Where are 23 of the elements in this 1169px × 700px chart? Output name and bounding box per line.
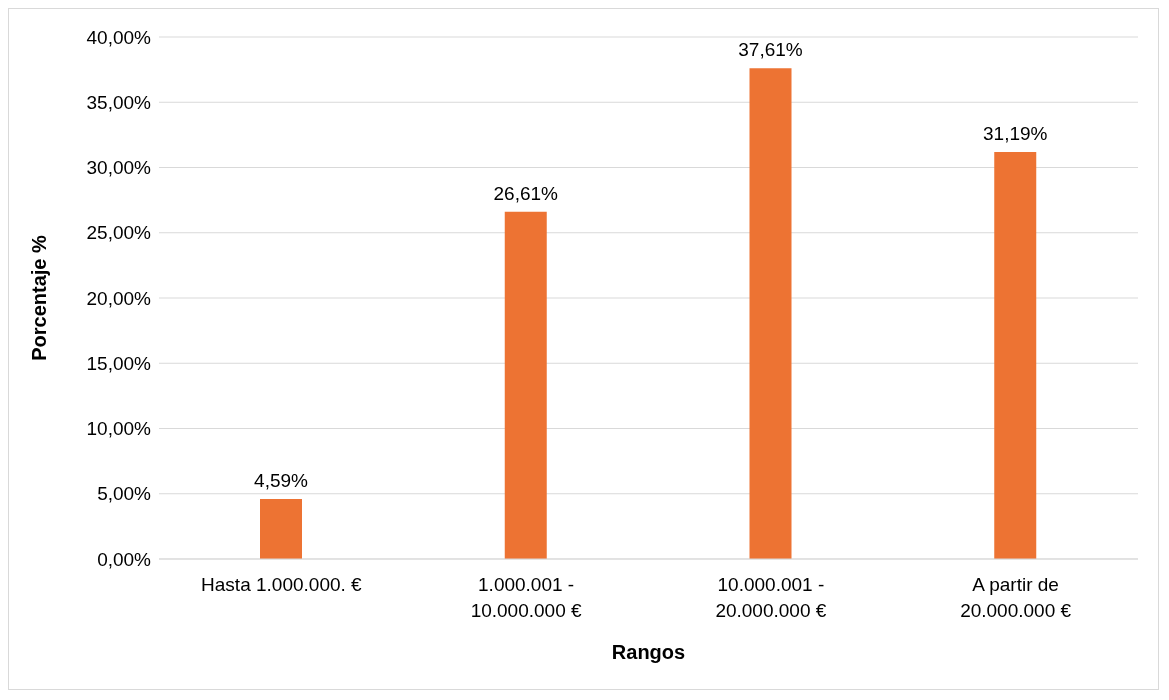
y-tick-label: 35,00%: [86, 92, 152, 113]
bar: [504, 211, 547, 559]
y-tick-label: 25,00%: [86, 222, 152, 244]
y-tick-label: 10,00%: [86, 418, 152, 440]
y-tick-label: 40,00%: [86, 26, 152, 48]
bar: [260, 499, 302, 559]
x-axis-title: Rangos: [611, 641, 686, 663]
y-tick-label: 30,00%: [86, 157, 152, 179]
x-tick-label: Hasta 1.000.000. €: [201, 574, 363, 595]
y-tick-label: 20,00%: [86, 287, 152, 309]
x-tick-label: 1.000.001 - 10.000.000 €: [470, 574, 583, 621]
y-tick-label: 0,00%: [97, 548, 152, 570]
y-tick-label: 15,00%: [86, 352, 152, 374]
bar: [994, 151, 1037, 559]
y-axis-title: Porcentaje %: [28, 234, 51, 361]
data-label: 26,61%: [493, 182, 559, 204]
data-label: 31,19%: [983, 122, 1048, 144]
x-tick-label: 10.000.001 - 20.000.000 €: [715, 574, 827, 621]
y-tick-label: 5,00%: [97, 483, 152, 505]
x-tick-label: A partir de 20.000.000 €: [960, 574, 1072, 621]
bar: [749, 68, 792, 559]
data-label: 37,61%: [738, 39, 803, 61]
data-label: 4,59%: [254, 470, 309, 492]
